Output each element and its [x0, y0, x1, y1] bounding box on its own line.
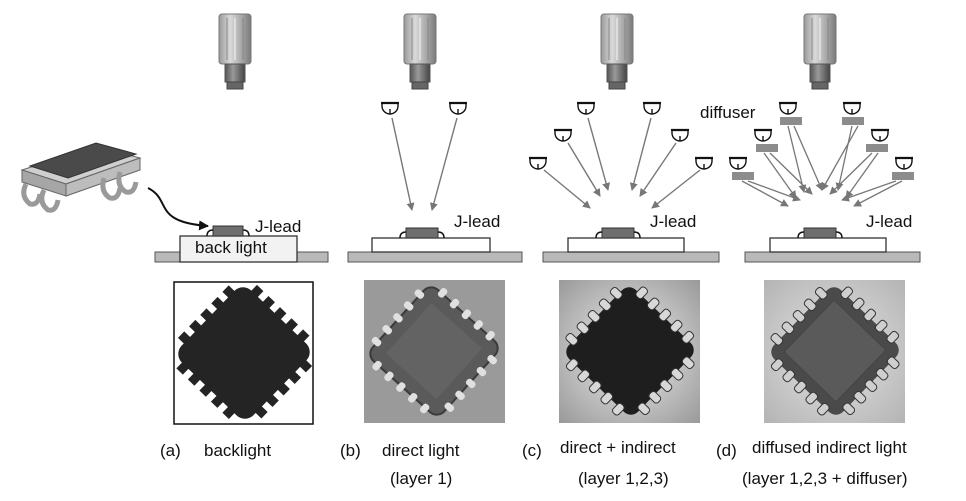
platform-b — [371, 237, 491, 253]
diffuser-d3 — [756, 144, 778, 152]
lamp-icon-c2 — [641, 101, 663, 116]
panel-a-title: backlight — [204, 441, 272, 460]
back-light-label: back light — [195, 238, 267, 257]
j-lead-label-d: J-lead — [866, 212, 913, 231]
lamp-icon-b2 — [447, 101, 469, 116]
base-b — [347, 251, 523, 263]
panel-c-title: direct + indirect — [560, 438, 676, 457]
ray-b2 — [429, 117, 458, 211]
diffuser-d5 — [732, 172, 754, 180]
camera-icon-c — [600, 13, 634, 90]
platform-d — [769, 237, 887, 253]
panel-a-letter: (a) — [160, 441, 181, 460]
lamp-icon-d4 — [869, 128, 891, 143]
diffuser-d2 — [842, 117, 864, 125]
ray-b1 — [391, 117, 415, 211]
ray-c5 — [543, 169, 591, 209]
lamp-icon-d2 — [841, 101, 863, 116]
panel-d-subtitle: (layer 1,2,3 + diffuser) — [742, 469, 908, 488]
chip-3d-icon — [20, 142, 142, 213]
panel-b-letter: (b) — [340, 441, 361, 460]
panel-c-subtitle: (layer 1,2,3) — [578, 469, 669, 488]
pointer-arrow — [147, 187, 209, 231]
ray-c1 — [587, 117, 610, 191]
panel-d-letter: (d) — [716, 441, 737, 460]
camera-icon-d — [803, 13, 837, 90]
lamp-icon-c5 — [527, 156, 549, 171]
ray-c4 — [639, 142, 677, 197]
platform-c — [567, 237, 685, 253]
camera-icon-a — [218, 13, 252, 90]
panel-c-letter: (c) — [522, 441, 542, 460]
lamp-icon-c1 — [575, 101, 597, 116]
chip-d — [803, 227, 837, 239]
panel-b-subtitle: (layer 1) — [390, 469, 453, 488]
j-lead-label-b: J-lead — [454, 212, 501, 231]
diffused-rays — [741, 125, 903, 207]
lamp-icon-d3 — [752, 128, 774, 143]
panel-d-title: diffused indirect light — [752, 438, 907, 457]
base-d — [744, 251, 921, 263]
photo-b — [364, 280, 505, 423]
lamp-icon-c4 — [669, 128, 691, 143]
diffuser-label: diffuser — [700, 103, 756, 122]
chip-b — [405, 227, 439, 239]
ray-c3 — [567, 142, 601, 197]
chip-c — [601, 227, 635, 239]
ray-c6 — [651, 169, 701, 209]
lamp-icon-b1 — [379, 101, 401, 116]
lamp-icon-c6 — [693, 156, 715, 171]
lamp-icon-d5 — [727, 156, 749, 171]
diffuser-d1 — [780, 117, 802, 125]
lamp-icon-c3 — [552, 128, 574, 143]
ray-c2 — [629, 117, 652, 191]
lamp-icon-d6 — [893, 156, 915, 171]
camera-icon-b — [403, 13, 437, 90]
photo-a — [173, 281, 314, 425]
photo-d — [764, 280, 905, 423]
diffuser-d4 — [866, 144, 888, 152]
j-lead-label-a: J-lead — [255, 217, 302, 236]
panel-b-title: direct light — [382, 441, 460, 460]
chip-a — [212, 225, 244, 237]
photo-c — [559, 280, 700, 423]
j-lead-label-c: J-lead — [650, 212, 697, 231]
base-c — [542, 251, 720, 263]
diffuser-d6 — [892, 172, 914, 180]
lamp-icon-d1 — [777, 101, 799, 116]
